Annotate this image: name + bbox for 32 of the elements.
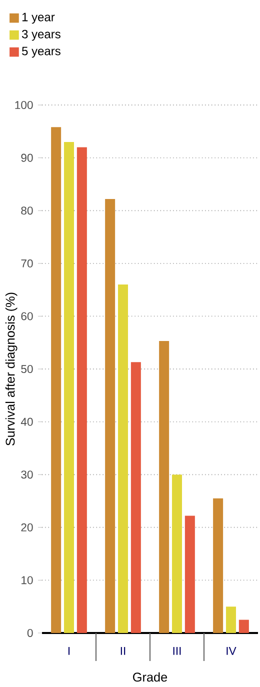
x-tick-label: IV <box>226 647 236 655</box>
bar <box>213 498 224 633</box>
y-tick-label: 40 <box>20 418 33 426</box>
y-tick-label: 90 <box>21 154 33 162</box>
x-tick-label: I <box>68 647 70 655</box>
y-tick-label: 10 <box>22 576 33 584</box>
bar <box>159 341 170 633</box>
bar <box>130 362 141 633</box>
bar <box>51 127 62 633</box>
bar <box>118 284 128 633</box>
y-tick-label: 50 <box>21 365 33 374</box>
bar <box>226 606 236 633</box>
bar <box>64 142 74 633</box>
y-tick-label: 0 <box>27 628 33 637</box>
y-tick-label: 100 <box>15 101 33 110</box>
y-tick-label: 70 <box>21 259 33 268</box>
bar <box>238 620 249 633</box>
y-tick-label: 30 <box>21 470 33 479</box>
bar <box>172 474 182 633</box>
y-tick-label: 80 <box>21 206 33 215</box>
bar <box>76 147 87 633</box>
x-axis-title: Grade <box>133 672 168 682</box>
bar <box>184 516 195 633</box>
x-tick-label: II <box>120 647 126 655</box>
legend-label: 5 years <box>22 46 60 58</box>
bar <box>105 198 116 633</box>
y-tick-label: 20 <box>21 523 33 532</box>
legend-label: 3 years <box>22 30 60 41</box>
x-tick-label: III <box>173 647 181 655</box>
legend-label: 1 year <box>22 12 55 24</box>
y-axis-title: Survival after diagnosis (%) <box>5 292 18 446</box>
y-tick-label: 60 <box>21 312 33 320</box>
